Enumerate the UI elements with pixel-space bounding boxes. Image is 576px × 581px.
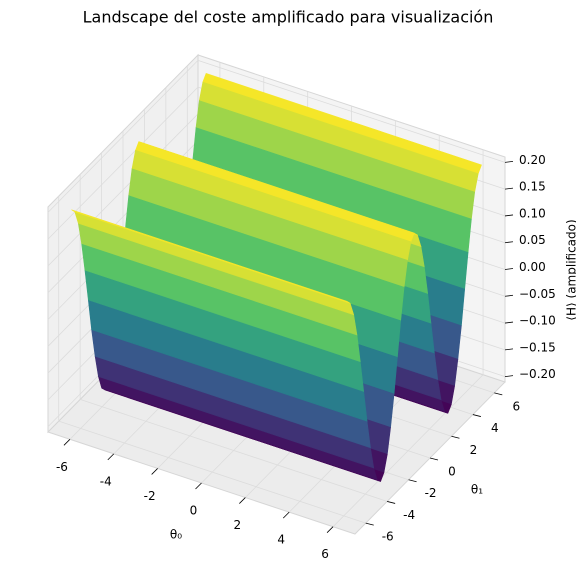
z-tick [504,241,514,244]
z-tick [504,348,514,351]
z-tick [504,160,514,163]
z-tick [504,375,514,378]
z-tick-label: 0.00 [519,260,546,274]
y-tick-label: -6 [382,530,394,544]
z-tick-label: 0.05 [519,233,546,247]
y-axis-label: θ₁ [471,483,483,497]
z-axis-label: ⟨H⟩ (amplificado) [565,219,576,320]
grid-line [58,420,366,524]
grid-line [197,59,506,163]
y-tick [408,479,417,483]
x-tick [239,497,246,504]
x-tick [63,439,71,446]
z-tick-label: −0.05 [519,287,556,301]
x-tick-label: -2 [144,489,156,503]
z-tick [504,268,514,270]
z-tick-label: 0.15 [519,180,546,194]
y-tick-label: 2 [470,443,478,457]
x-tick-label: 6 [321,547,329,561]
y-tick [365,522,374,526]
z-tick [504,321,514,324]
y-tick-label: 0 [448,465,456,479]
y-tick-label: -4 [403,508,415,522]
y-tick [429,457,439,461]
y-tick-label: 4 [491,421,499,435]
grid-line [47,86,199,240]
y-tick [387,501,396,504]
z-tick-label: 0.10 [519,206,546,220]
y-tick [472,414,481,417]
x-tick [107,453,115,461]
z-tick-label: −0.10 [519,314,556,328]
x-tick-label: 0 [190,504,198,518]
x-tick [282,511,290,519]
x-tick [326,526,334,533]
z-tick-label: −0.20 [519,367,556,381]
y-tick-label: -2 [425,486,437,500]
x-tick-label: 4 [277,533,285,547]
y-tick [451,435,460,439]
x-tick-label: -6 [56,460,68,474]
z-tick-label: −0.15 [519,340,556,354]
x-tick [151,468,158,475]
x-tick [195,482,202,490]
grid-line [80,399,388,502]
z-tick [504,294,514,297]
chart-title: Landscape del coste amplificado para vis… [83,8,494,27]
z-tick-label: 0.20 [519,153,546,167]
x-axis-label: θ₀ [170,528,182,542]
x-tick-label: 2 [234,518,242,532]
grid-line [47,113,199,267]
grid-line [47,60,199,213]
surface-strip [71,209,351,304]
y-tick-label: 6 [512,399,520,413]
z-tick [504,187,514,190]
x-tick-label: -4 [100,474,112,488]
y-tick [494,392,503,396]
z-tick [504,214,514,217]
